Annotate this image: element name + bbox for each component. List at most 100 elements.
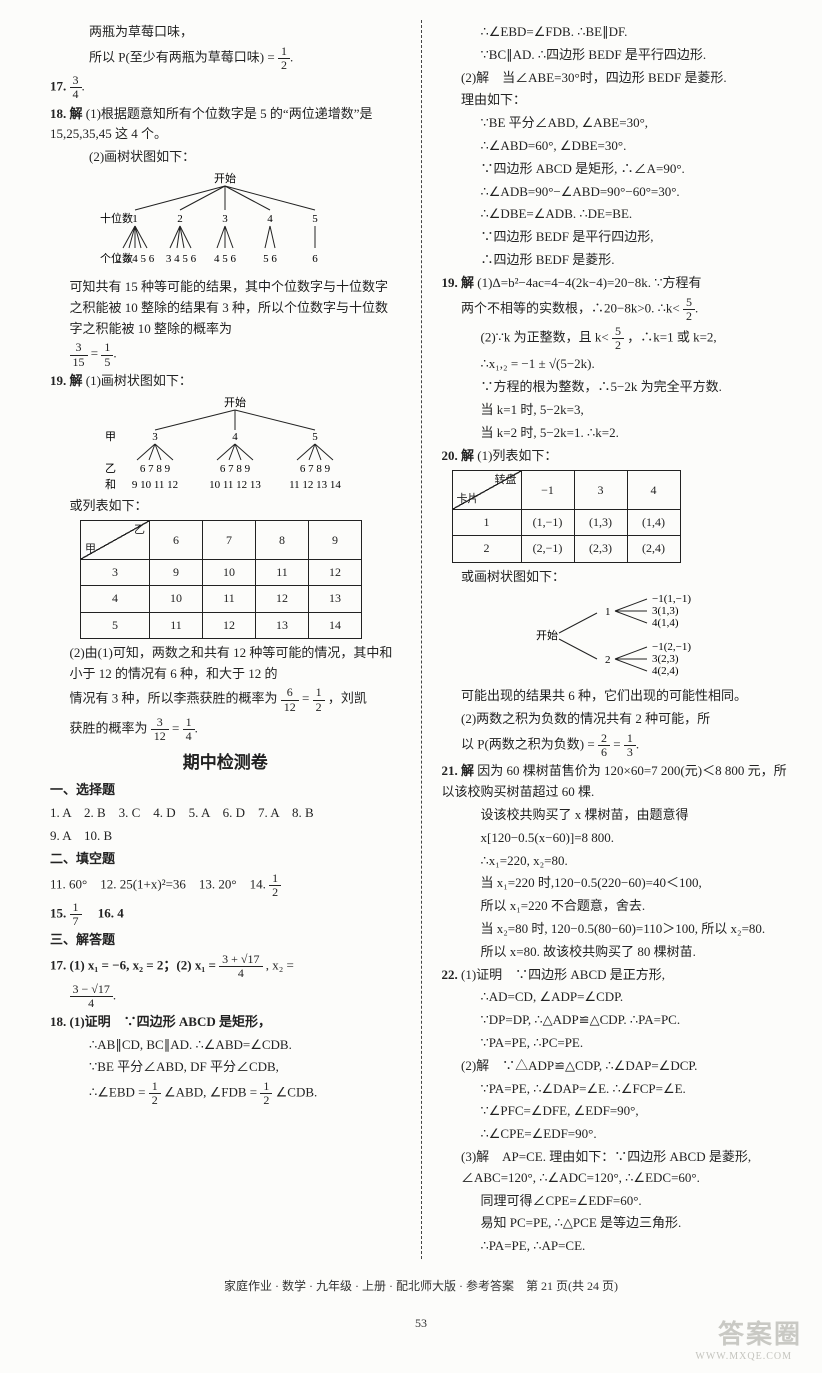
svg-text:11 12 13 14: 11 12 13 14	[289, 479, 341, 491]
text: 当 x₁=220 时,120−0.5(220−60)=40＜100,	[442, 873, 793, 894]
svg-text:开始: 开始	[224, 395, 246, 409]
fraction: 612	[281, 686, 299, 713]
text: 设该校共购买了 x 棵树苗，由题意得	[442, 805, 793, 826]
q22: 22. (1)证明 ∵四边形 ABCD 是正方形,	[442, 965, 793, 986]
svg-text:4(1,4): 4(1,4)	[652, 617, 679, 629]
text: ∴∠ADB=90°−∠ABD=90°−60°=30°.	[442, 182, 793, 203]
svg-text:3: 3	[223, 213, 229, 225]
svg-text:十位数: 十位数	[100, 211, 133, 225]
text: =	[91, 346, 102, 361]
fraction: 3 − √174	[70, 983, 113, 1010]
q18-proof: 18. (1)证明 ∵四边形 ABCD 是矩形，	[50, 1012, 401, 1033]
choice-answers: 9. A 10. B	[50, 826, 401, 847]
cell: 9	[150, 560, 203, 586]
cell: 12	[203, 612, 256, 638]
text: 所以 x=80. 故该校共购买了 80 棵树苗.	[442, 942, 793, 963]
svg-text:5: 5	[313, 213, 319, 225]
qnum: 19. 解	[442, 275, 475, 290]
text: 或列表如下：	[50, 496, 401, 517]
text: 获胜的概率为 312 = 14.	[50, 716, 401, 743]
text: x[120−0.5(x−60)]=8 800.	[442, 828, 793, 849]
text: 当 k=1 时, 5−2k=3,	[442, 400, 793, 421]
q17-sol: 17. (1) x₁ = −6, x₂ = 2；(2) x₁ = 3 + √17…	[50, 953, 401, 980]
cell: (2,4)	[627, 536, 680, 562]
col-header: −1	[521, 471, 574, 510]
page-footer: 家庭作业 · 数学 · 九年级 · 上册 · 配北师大版 · 参考答案 第 21…	[50, 1277, 792, 1296]
fraction: 34	[70, 74, 82, 101]
svg-text:4: 4	[233, 431, 239, 443]
text: 所以 P(至少有两瓶为草莓口味) =	[89, 49, 278, 64]
svg-text:3(2,3): 3(2,3)	[652, 653, 679, 665]
q20: 20. 解 (1)列表如下：	[442, 446, 793, 467]
text: (2)画树状图如下：	[50, 147, 401, 168]
text: (2)∵k 为正整数，且 k< 52 ，∴k=1 或 k=2,	[442, 325, 793, 352]
tree-diagram-19: 开始 甲 3 4 5 乙 6 7 8 9 6 7 8 9 6 7 8 9 和 9…	[85, 394, 365, 494]
fraction: 12	[269, 872, 281, 899]
fraction: 14	[183, 716, 195, 743]
svg-text:2: 2	[605, 654, 611, 666]
heading: 三、解答题	[50, 930, 401, 951]
svg-text:6 7 8 9: 6 7 8 9	[220, 463, 251, 475]
cell: 12	[256, 586, 309, 612]
text: ∵BC∥AD. ∴四边形 BEDF 是平行四边形.	[442, 45, 793, 66]
text: ∵PA=PE, ∴∠DAP=∠E. ∴∠FCP=∠E.	[442, 1079, 793, 1100]
col-header: 8	[256, 521, 309, 560]
fraction: 3 + √174	[219, 953, 262, 980]
svg-text:5 6: 5 6	[263, 253, 277, 265]
text: (1)画树状图如下：	[86, 373, 192, 388]
text: (2)解 当∠ABE=30°时，四边形 BEDF 是菱形.	[442, 68, 793, 89]
svg-text:9 10 11 12: 9 10 11 12	[132, 479, 178, 491]
text: 15.	[50, 906, 70, 921]
cell: 13	[256, 612, 309, 638]
svg-text:2 3 4 5 6: 2 3 4 5 6	[116, 253, 155, 265]
text: ∵PA=PE, ∴PC=PE.	[442, 1033, 793, 1054]
text: 因为 60 棵树苗售价为 120×60=7 200(元)＜8 800 元，所以该…	[442, 763, 787, 799]
q18: 18. 解 (1)根据题意知所有个位数字是 5 的“两位递增数”是 15,25,…	[50, 104, 401, 146]
text: (1)列表如下：	[477, 448, 557, 463]
text: =	[302, 691, 313, 706]
row-header: 4	[81, 586, 150, 612]
svg-text:1: 1	[605, 606, 611, 618]
text: 所以 P(至少有两瓶为草莓口味) = 12.	[50, 45, 401, 72]
fraction: 315	[70, 341, 88, 368]
text: ∠ABD, ∠FDB =	[164, 1085, 260, 1100]
svg-text:4(2,4): 4(2,4)	[652, 665, 679, 677]
text: 两个不相等的实数根，∴20−8k>0. ∴k< 52.	[442, 296, 793, 323]
text: ∴∠EBD=∠FDB. ∴BE∥DF.	[442, 22, 793, 43]
cell: (1,−1)	[521, 510, 574, 536]
text: ∵DP=DP, ∴△ADP≌△CDP. ∴PA=PC.	[442, 1010, 793, 1031]
right-column: ∴∠EBD=∠FDB. ∴BE∥DF. ∵BC∥AD. ∴四边形 BEDF 是平…	[442, 20, 793, 1259]
cell: 14	[309, 612, 362, 638]
qnum: 20. 解	[442, 448, 475, 463]
cell: (2,−1)	[521, 536, 574, 562]
svg-text:4 5 6: 4 5 6	[214, 253, 237, 265]
text: ∴x₁,₂ = −1 ± √(5−2k).	[442, 354, 793, 375]
left-column: 两瓶为草莓口味， 所以 P(至少有两瓶为草莓口味) = 12. 17. 34. …	[50, 20, 401, 1259]
text: ∵BE 平分∠ABD, ∠ABE=30°,	[442, 113, 793, 134]
fraction: 17	[70, 901, 82, 928]
row-header: 3	[81, 560, 150, 586]
row-header: 1	[452, 510, 521, 536]
qnum: 18. 解	[50, 106, 83, 121]
svg-text:开始: 开始	[536, 628, 558, 642]
heading: 一、选择题	[50, 780, 401, 801]
svg-text:6 7 8 9: 6 7 8 9	[140, 463, 171, 475]
col-header: 3	[574, 471, 627, 510]
svg-text:开始: 开始	[214, 171, 236, 185]
text: 16. 4	[85, 906, 124, 921]
text: 11. 60° 12. 25(1+x)²=36 13. 20° 14.	[50, 876, 269, 891]
text: , x₂ =	[266, 958, 294, 973]
fraction: 12	[149, 1080, 161, 1107]
text: 18. (1)证明 ∵四边形 ABCD 是矩形，	[50, 1014, 271, 1029]
text: (2)由(1)可知，两数之和共有 12 种等可能的情况，其中和小于 12 的情况…	[50, 643, 401, 685]
text: 同理可得∠CPE=∠EDF=60°.	[442, 1191, 793, 1212]
fill-answers: 11. 60° 12. 25(1+x)²=36 13. 20° 14. 12	[50, 872, 401, 899]
svg-text:甲: 甲	[105, 431, 116, 443]
text: 当 x₂=80 时, 120−0.5(80−60)=110＞100, 所以 x₂…	[442, 919, 793, 940]
text: (2)解 ∵△ADP≌△CDP, ∴∠DAP=∠DCP.	[442, 1056, 793, 1077]
svg-text:4: 4	[268, 213, 274, 225]
svg-text:2: 2	[178, 213, 184, 225]
svg-text:3: 3	[153, 431, 159, 443]
q19: 19. 解 (1)画树状图如下：	[50, 371, 401, 392]
svg-text:3 4 5 6: 3 4 5 6	[166, 253, 197, 265]
